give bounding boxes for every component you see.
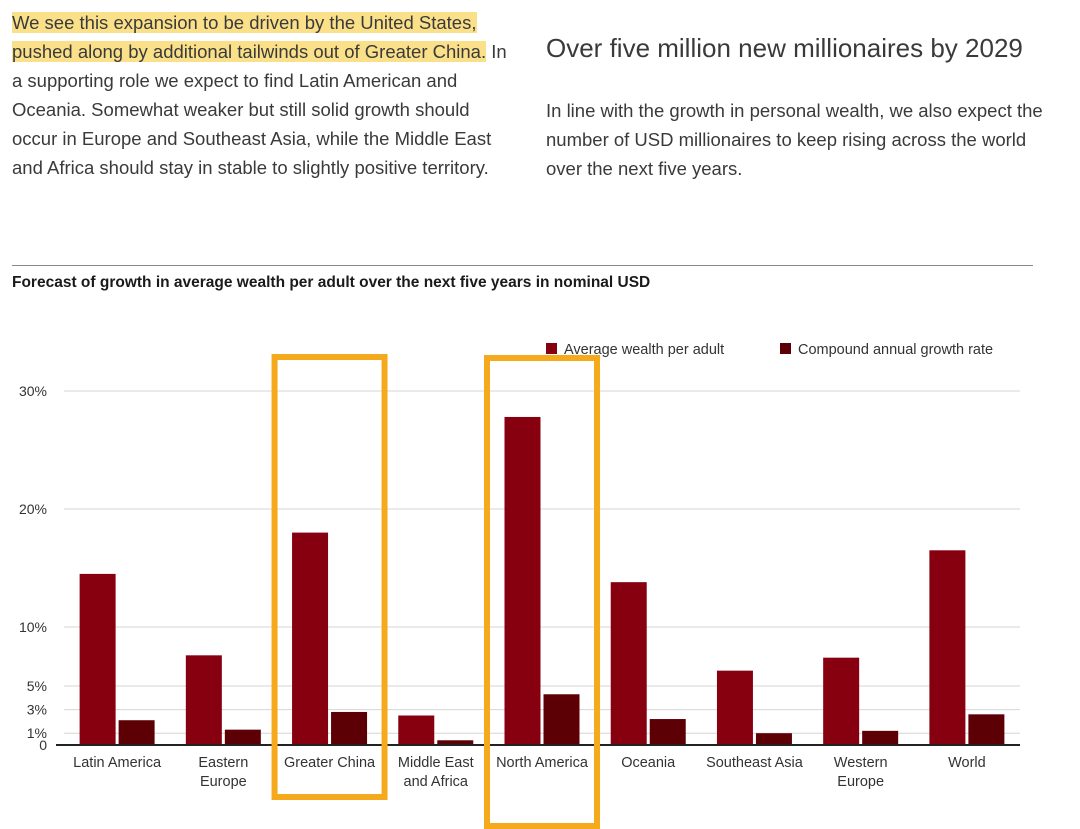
bar-cagr	[862, 730, 899, 745]
x-tick-label: Eastern	[198, 755, 248, 771]
y-tick-label: 0	[39, 737, 47, 753]
y-tick-label: 5%	[27, 678, 47, 694]
x-tick-label: Latin America	[73, 755, 162, 771]
bar-average-wealth	[185, 655, 222, 745]
legend-swatch	[780, 343, 791, 354]
x-tick-label: Europe	[837, 774, 884, 790]
chart-title: Forecast of growth in average wealth per…	[12, 274, 651, 291]
x-tick-label: North America	[496, 755, 589, 771]
bar-cagr	[118, 720, 155, 745]
bar-average-wealth	[79, 573, 116, 745]
section-paragraph: In line with the growth in personal weal…	[546, 100, 1043, 179]
bar-cagr	[224, 729, 261, 745]
bar-cagr	[755, 733, 792, 745]
x-tick-label: Greater China	[284, 755, 376, 771]
y-tick-label: 10%	[19, 619, 47, 635]
bar-cagr	[437, 740, 474, 745]
x-tick-label: Middle East	[398, 755, 474, 771]
legend-label: Compound annual growth rate	[798, 342, 993, 358]
x-tick-label: Europe	[200, 774, 247, 790]
x-tick-label: and Africa	[404, 774, 469, 790]
y-tick-label: 3%	[27, 702, 47, 718]
x-tick-label: World	[948, 755, 986, 771]
x-tick-label: Oceania	[621, 755, 676, 771]
section-heading: Over five million new millionaires by 20…	[546, 33, 1023, 63]
y-tick-label: 1%	[27, 725, 47, 741]
bar-average-wealth	[610, 582, 647, 745]
y-tick-label: 30%	[19, 383, 47, 399]
bar-average-wealth	[292, 532, 329, 745]
bar-cagr	[968, 714, 1005, 745]
legend-swatch	[546, 343, 557, 354]
highlight-box	[271, 354, 388, 800]
bar-average-wealth	[398, 715, 435, 745]
divider-line	[12, 265, 1033, 266]
bar-average-wealth	[929, 550, 966, 745]
highlight-box	[484, 355, 600, 829]
bar-average-wealth	[823, 657, 860, 745]
bar-cagr	[331, 711, 368, 745]
y-tick-label: 20%	[19, 501, 47, 517]
x-tick-label: Southeast Asia	[706, 755, 804, 771]
bar-cagr	[543, 694, 580, 745]
bar-cagr	[649, 719, 686, 745]
bar-average-wealth	[716, 670, 753, 745]
legend-label: Average wealth per adult	[564, 342, 724, 358]
intro-paragraph: We see this expansion to be driven by th…	[12, 8, 512, 182]
bar-average-wealth	[504, 416, 541, 745]
x-tick-label: Western	[834, 755, 888, 771]
supporting-text: In a supporting role we expect to find L…	[12, 41, 507, 178]
